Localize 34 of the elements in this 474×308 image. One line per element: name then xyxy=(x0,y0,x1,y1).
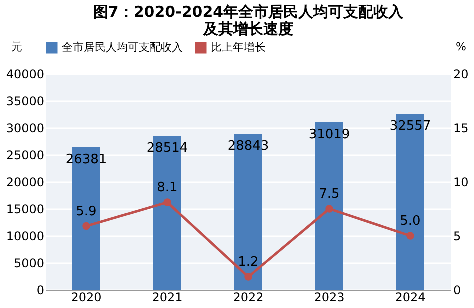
chart-title: 图7：2020-2024年全市居民人均可支配收入及其增长速度 xyxy=(93,3,405,38)
data-label: 5.0 xyxy=(400,214,421,229)
x-tick-label: 2024 xyxy=(395,290,426,304)
point xyxy=(82,222,90,230)
y-tick-label: 30000 xyxy=(6,122,44,136)
y2-tick-label: 10 xyxy=(454,176,469,190)
data-label: 7.5 xyxy=(319,187,340,202)
y2-tick-label: 15 xyxy=(454,122,469,136)
y-axis-title: 元 xyxy=(12,40,22,54)
data-label: 8.1 xyxy=(157,180,178,196)
point xyxy=(244,273,252,281)
y2-tick-label: 20 xyxy=(454,68,469,82)
y-tick-label: 25000 xyxy=(6,148,44,162)
data-label: 1.2 xyxy=(238,255,259,270)
x-tick-label: 2022 xyxy=(233,290,264,304)
legend-label: 比上年增长 xyxy=(211,41,266,54)
y-tick-label: 40000 xyxy=(6,68,44,82)
y2-axis-title: % xyxy=(456,40,466,54)
y-tick-label: 35000 xyxy=(6,94,44,108)
y-tick-label: 0 xyxy=(36,284,44,298)
x-tick-label: 2020 xyxy=(71,290,102,304)
point xyxy=(164,198,172,206)
x-tick-label: 2023 xyxy=(314,290,345,304)
y-tick-label: 10000 xyxy=(6,230,44,244)
point xyxy=(406,232,414,240)
legend-label: 全市居民人均可支配收入 xyxy=(62,41,183,54)
x-tick-label: 2021 xyxy=(152,290,183,304)
y2-tick-label: 0 xyxy=(454,284,462,298)
y2-tick-label: 5 xyxy=(454,230,462,244)
y-tick-label: 5000 xyxy=(14,256,44,270)
y-tick-label: 15000 xyxy=(6,202,44,216)
point xyxy=(326,205,334,213)
data-label: 5.9 xyxy=(76,204,97,220)
y-tick-label: 20000 xyxy=(6,176,44,190)
